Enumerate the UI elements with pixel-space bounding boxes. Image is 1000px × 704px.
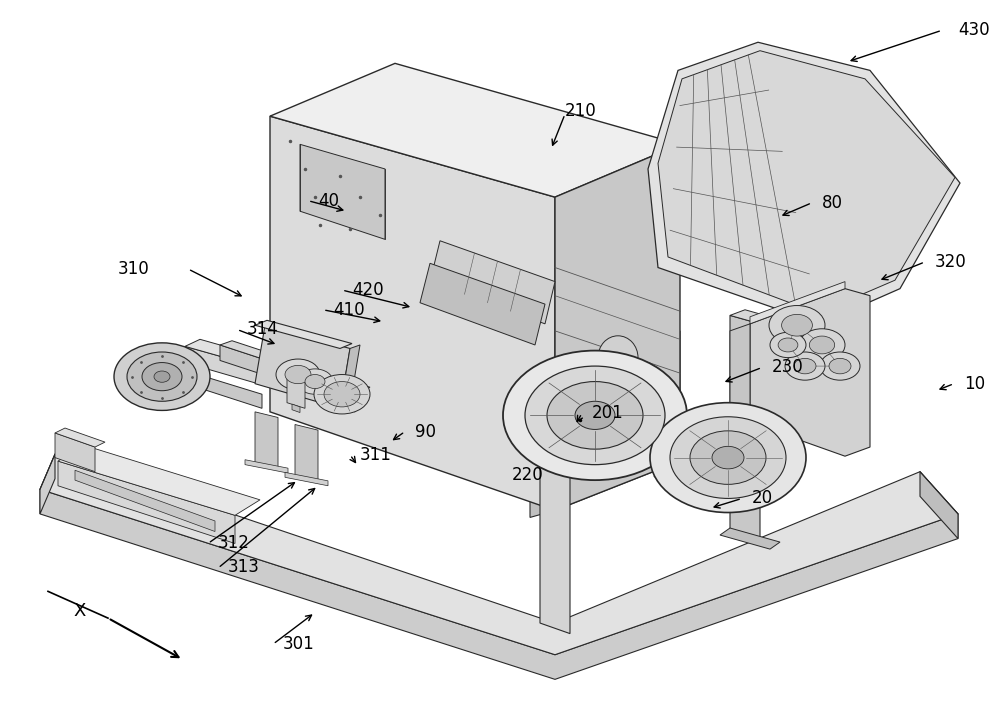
- Circle shape: [525, 366, 665, 465]
- Circle shape: [778, 338, 798, 352]
- Circle shape: [503, 351, 687, 480]
- Polygon shape: [75, 470, 215, 532]
- Text: 313: 313: [228, 558, 260, 576]
- Ellipse shape: [598, 336, 638, 379]
- Text: 310: 310: [118, 260, 150, 278]
- Polygon shape: [530, 380, 555, 517]
- Text: X: X: [73, 602, 85, 620]
- Polygon shape: [40, 454, 958, 655]
- Polygon shape: [245, 460, 288, 473]
- Polygon shape: [185, 339, 370, 394]
- Circle shape: [324, 382, 360, 407]
- Text: 230: 230: [772, 358, 804, 377]
- Polygon shape: [750, 289, 870, 456]
- Polygon shape: [730, 315, 760, 543]
- Text: 20: 20: [752, 489, 773, 508]
- Polygon shape: [340, 345, 360, 408]
- Circle shape: [690, 431, 766, 484]
- Circle shape: [809, 336, 835, 354]
- Text: 80: 80: [822, 194, 843, 212]
- Circle shape: [154, 371, 170, 382]
- Circle shape: [127, 352, 197, 401]
- Polygon shape: [295, 425, 318, 483]
- Polygon shape: [185, 346, 355, 412]
- Polygon shape: [555, 331, 680, 510]
- Polygon shape: [420, 263, 545, 345]
- Circle shape: [670, 417, 786, 498]
- Polygon shape: [255, 325, 350, 408]
- Polygon shape: [270, 116, 555, 510]
- Text: 301: 301: [283, 635, 315, 653]
- Circle shape: [285, 365, 311, 384]
- Polygon shape: [58, 445, 260, 515]
- Circle shape: [782, 315, 812, 336]
- Text: 311: 311: [360, 446, 392, 464]
- Polygon shape: [255, 320, 352, 348]
- Text: 314: 314: [247, 320, 279, 339]
- Polygon shape: [720, 528, 780, 549]
- Circle shape: [829, 358, 851, 374]
- Circle shape: [575, 401, 615, 429]
- Circle shape: [794, 358, 816, 374]
- Polygon shape: [300, 144, 385, 239]
- Circle shape: [799, 329, 845, 361]
- Circle shape: [769, 306, 825, 345]
- Text: 90: 90: [415, 422, 436, 441]
- Text: 40: 40: [318, 191, 339, 210]
- Polygon shape: [648, 42, 960, 324]
- Polygon shape: [58, 461, 235, 543]
- Polygon shape: [920, 472, 958, 539]
- Text: 220: 220: [512, 466, 544, 484]
- Text: 10: 10: [964, 375, 985, 393]
- Circle shape: [142, 363, 182, 391]
- Polygon shape: [40, 454, 55, 514]
- Text: 312: 312: [218, 534, 250, 553]
- Polygon shape: [40, 489, 958, 679]
- Circle shape: [276, 359, 320, 390]
- Text: 430: 430: [958, 21, 990, 39]
- Text: 201: 201: [592, 404, 624, 422]
- Polygon shape: [730, 324, 750, 428]
- Circle shape: [770, 332, 806, 358]
- Circle shape: [547, 382, 643, 449]
- Polygon shape: [555, 144, 680, 510]
- Text: 410: 410: [333, 301, 365, 319]
- Text: 320: 320: [935, 253, 967, 271]
- Circle shape: [650, 403, 806, 513]
- Polygon shape: [750, 282, 845, 324]
- Polygon shape: [55, 428, 105, 447]
- Text: 420: 420: [352, 281, 384, 299]
- Polygon shape: [287, 375, 305, 408]
- Circle shape: [820, 352, 860, 380]
- Polygon shape: [658, 51, 955, 313]
- Polygon shape: [270, 63, 680, 197]
- Polygon shape: [540, 370, 570, 634]
- Polygon shape: [220, 345, 280, 380]
- Polygon shape: [540, 363, 590, 380]
- Polygon shape: [55, 433, 95, 472]
- Text: 210: 210: [565, 101, 597, 120]
- Polygon shape: [430, 241, 555, 324]
- Circle shape: [114, 343, 210, 410]
- Polygon shape: [292, 404, 300, 413]
- Circle shape: [305, 375, 325, 389]
- Polygon shape: [220, 341, 292, 365]
- Circle shape: [314, 375, 370, 414]
- Polygon shape: [175, 367, 262, 408]
- Circle shape: [712, 446, 744, 469]
- Polygon shape: [255, 412, 278, 470]
- Polygon shape: [730, 310, 775, 324]
- Polygon shape: [285, 472, 328, 486]
- Circle shape: [297, 369, 333, 394]
- Circle shape: [785, 352, 825, 380]
